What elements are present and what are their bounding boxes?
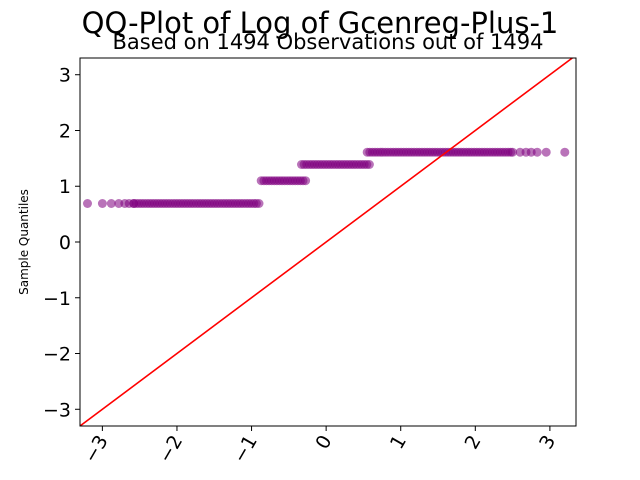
x-tick-label: −1 <box>229 432 262 467</box>
data-point <box>301 176 311 186</box>
y-axis-label: Sample Quantiles <box>17 189 31 295</box>
y-tick-label: −3 <box>43 399 71 421</box>
x-tick-label: −2 <box>154 432 187 467</box>
x-tick-label: −3 <box>80 432 113 467</box>
data-point <box>97 199 107 208</box>
x-tick-label: 3 <box>535 432 560 453</box>
y-tick-label: 1 <box>59 176 71 198</box>
y-tick-label: 3 <box>59 65 71 87</box>
y-tick-label: −1 <box>43 288 71 310</box>
chart-title: QQ-Plot of Log of Gcenreg-Plus-1 <box>82 6 559 40</box>
data-points <box>83 147 570 208</box>
y-tick-label: 2 <box>59 120 71 142</box>
data-point <box>106 199 116 208</box>
data-point <box>541 147 551 157</box>
data-point <box>532 147 542 157</box>
x-tick-label: 1 <box>386 432 411 453</box>
axes: −3 −2 −1 0 1 2 3 −3 −2 −1 0 1 2 3 <box>43 57 577 467</box>
chart-subtitle: Based on 1494 Observations out of 1494 <box>112 30 543 54</box>
data-point <box>364 160 374 169</box>
x-tick-label: 0 <box>311 432 336 453</box>
x-tick-label: 2 <box>461 432 486 453</box>
plot-area <box>80 58 574 426</box>
y-tick-label: −2 <box>43 344 71 366</box>
data-point <box>254 199 264 208</box>
data-point <box>560 147 570 157</box>
reference-line <box>80 58 574 426</box>
data-point <box>508 147 518 157</box>
data-point <box>83 199 92 208</box>
y-tick-label: 0 <box>59 232 71 254</box>
